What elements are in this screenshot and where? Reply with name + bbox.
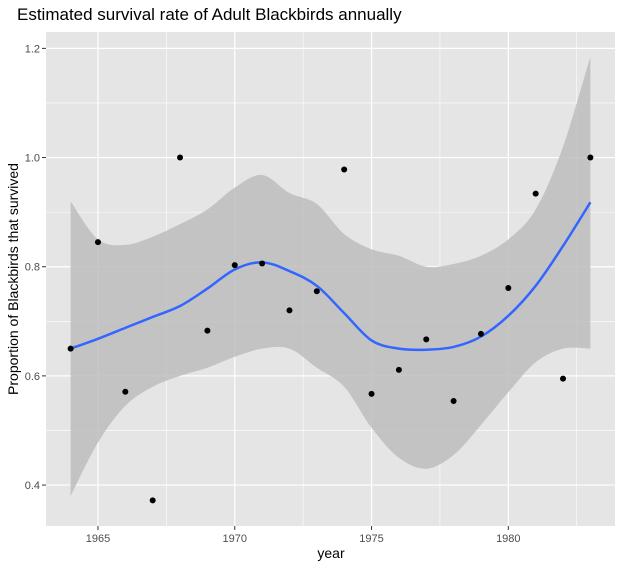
- data-point: [177, 154, 184, 161]
- x-axis-title: year: [317, 545, 345, 561]
- x-tick-label: 1975: [359, 533, 383, 545]
- data-point: [286, 307, 293, 314]
- data-point: [67, 345, 74, 352]
- data-point: [341, 166, 348, 173]
- y-tick-label: 1.2: [25, 43, 40, 55]
- data-point: [368, 390, 375, 397]
- y-tick-label: 0.8: [25, 262, 40, 274]
- data-point: [450, 397, 457, 404]
- chart-title: Estimated survival rate of Adult Blackbi…: [17, 5, 402, 24]
- data-point: [560, 375, 567, 382]
- data-points: [67, 154, 594, 504]
- smooth-fit-line: [70, 201, 592, 352]
- data-point: [587, 154, 594, 161]
- axis-ticks: 1965 1970 1975 1980 0.4 0.6 0.8 1.0 1.2: [25, 43, 521, 545]
- data-point: [477, 330, 484, 337]
- data-point: [94, 239, 101, 246]
- y-tick-label: 0.4: [25, 480, 40, 492]
- smooth-line-layer: [70, 201, 592, 352]
- data-point: [505, 285, 512, 292]
- data-point: [231, 262, 238, 269]
- data-point: [149, 497, 156, 504]
- data-point: [532, 190, 539, 197]
- data-point: [395, 366, 402, 373]
- y-axis-title: Proportion of Blackbirds that survived: [5, 163, 21, 395]
- data-point: [313, 288, 320, 295]
- data-point: [423, 336, 430, 343]
- confidence-band-layer: [70, 56, 591, 496]
- x-tick-label: 1970: [223, 533, 247, 545]
- data-point: [204, 327, 211, 334]
- data-point: [259, 260, 266, 267]
- y-tick-label: 1.0: [25, 153, 40, 165]
- data-point: [122, 388, 129, 395]
- confidence-band: [70, 56, 591, 496]
- x-tick-label: 1965: [86, 533, 110, 545]
- y-tick-label: 0.6: [25, 371, 40, 383]
- x-tick-label: 1980: [496, 533, 520, 545]
